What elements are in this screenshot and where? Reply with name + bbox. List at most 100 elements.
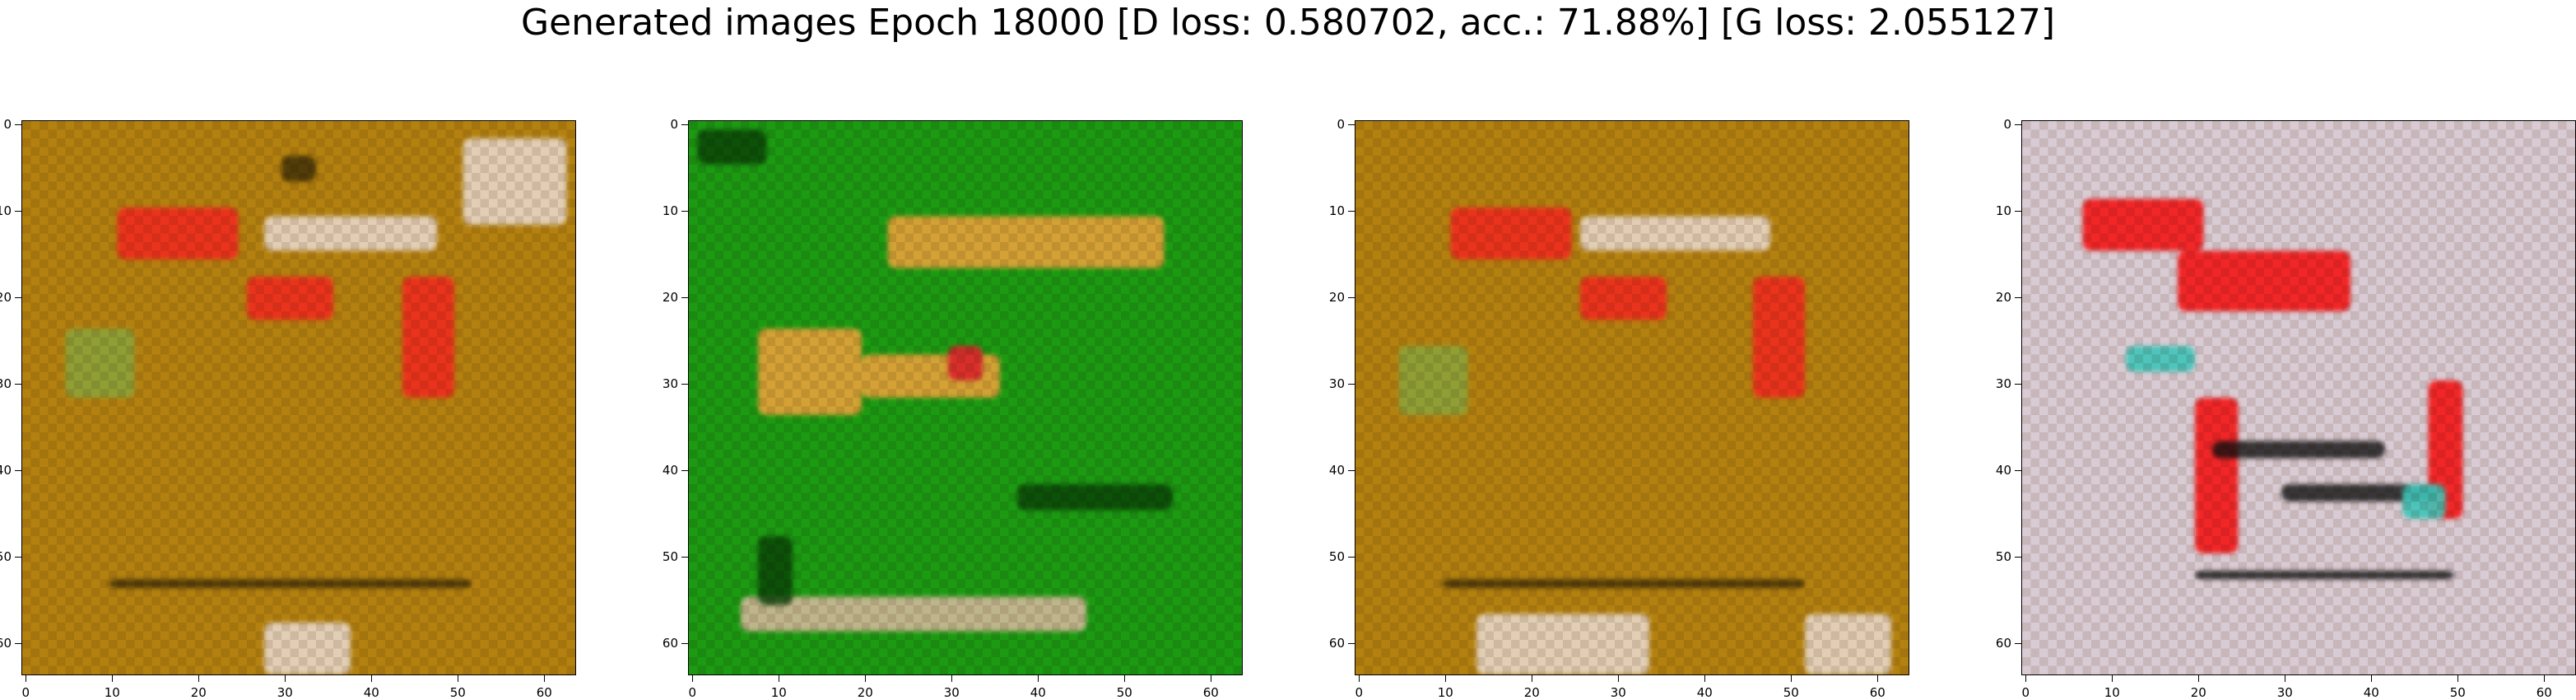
x-tick bbox=[544, 675, 546, 682]
x-tick bbox=[1618, 675, 1620, 682]
y-tick-label: 30 bbox=[662, 376, 678, 392]
x-tick-label: 0 bbox=[2021, 685, 2030, 700]
x-tick bbox=[2371, 675, 2373, 682]
y-tick bbox=[15, 297, 21, 299]
pixel-texture bbox=[689, 121, 1242, 674]
x-tick-label: 10 bbox=[770, 685, 787, 700]
x-tick-label: 40 bbox=[2363, 685, 2379, 700]
x-tick bbox=[1124, 675, 1126, 682]
y-tick bbox=[681, 211, 688, 212]
image-frame bbox=[1355, 120, 1909, 675]
x-tick-label: 30 bbox=[1610, 685, 1626, 700]
x-tick bbox=[1791, 675, 1793, 682]
pixel-texture bbox=[1355, 121, 1909, 674]
x-tick-label: 40 bbox=[1030, 685, 1046, 700]
x-tick bbox=[2198, 675, 2200, 682]
y-tick-label: 0 bbox=[670, 117, 678, 133]
x-tick-label: 30 bbox=[943, 685, 960, 700]
x-tick bbox=[692, 675, 694, 682]
x-tick-label: 50 bbox=[1783, 685, 1799, 700]
y-tick-label: 40 bbox=[1328, 463, 1345, 478]
y-tick-label: 20 bbox=[662, 290, 678, 306]
x-tick-label: 20 bbox=[190, 685, 207, 700]
x-tick bbox=[2112, 675, 2113, 682]
image-frame bbox=[2021, 120, 2576, 675]
y-tick-label: 40 bbox=[1995, 463, 2011, 478]
y-tick-label: 10 bbox=[662, 203, 678, 219]
y-tick-label: 0 bbox=[3, 117, 12, 133]
x-tick bbox=[112, 675, 114, 682]
x-tick-label: 20 bbox=[2190, 685, 2206, 700]
y-tick-label: 10 bbox=[1328, 203, 1345, 219]
y-tick-label: 50 bbox=[0, 549, 12, 565]
x-tick-label: 10 bbox=[104, 685, 120, 700]
y-tick bbox=[681, 470, 688, 472]
y-tick-label: 20 bbox=[0, 290, 12, 306]
x-tick-label: 60 bbox=[2536, 685, 2552, 700]
y-tick-label: 60 bbox=[662, 636, 678, 651]
y-tick bbox=[681, 643, 688, 645]
x-tick-label: 20 bbox=[1523, 685, 1540, 700]
y-tick-label: 50 bbox=[662, 549, 678, 565]
figure-title: Generated images Epoch 18000 [D loss: 0.… bbox=[520, 2, 2056, 44]
y-tick-label: 10 bbox=[1995, 203, 2011, 219]
y-tick-label: 30 bbox=[0, 376, 12, 392]
y-tick bbox=[15, 643, 21, 645]
generated-image-3: 0 10 20 30 40 50 60 0 10 20 30 40 50 60 bbox=[1329, 117, 1909, 700]
y-tick-label: 30 bbox=[1995, 376, 2011, 392]
y-tick-label: 60 bbox=[1995, 636, 2011, 651]
x-tick-label: 10 bbox=[2104, 685, 2120, 700]
x-tick-label: 20 bbox=[857, 685, 873, 700]
y-tick bbox=[1348, 297, 1355, 299]
x-tick-label: 30 bbox=[2276, 685, 2293, 700]
y-tick bbox=[1348, 557, 1355, 558]
y-tick bbox=[2015, 470, 2021, 472]
generated-image-2: 0 10 20 30 40 50 60 0 10 20 30 40 50 60 bbox=[663, 117, 1243, 700]
pixel-texture bbox=[2022, 121, 2575, 674]
y-tick bbox=[2015, 643, 2021, 645]
y-tick-label: 50 bbox=[1995, 549, 2011, 565]
y-tick bbox=[1348, 470, 1355, 472]
y-tick bbox=[681, 297, 688, 299]
x-tick bbox=[1704, 675, 1706, 682]
x-tick-label: 10 bbox=[1437, 685, 1453, 700]
y-tick-label: 40 bbox=[662, 463, 678, 478]
y-tick bbox=[2015, 297, 2021, 299]
y-tick bbox=[15, 211, 21, 212]
x-tick bbox=[2457, 675, 2459, 682]
generated-image-4: 0 10 20 30 40 50 60 0 10 20 30 40 50 60 bbox=[1996, 117, 2576, 700]
x-tick-label: 0 bbox=[21, 685, 30, 700]
x-tick-label: 0 bbox=[688, 685, 697, 700]
x-tick-label: 40 bbox=[363, 685, 379, 700]
y-tick bbox=[1348, 643, 1355, 645]
y-tick-label: 50 bbox=[1328, 549, 1345, 565]
y-tick bbox=[2015, 384, 2021, 385]
y-tick bbox=[15, 470, 21, 472]
image-frame bbox=[21, 120, 576, 675]
y-tick bbox=[15, 384, 21, 385]
y-tick-label: 60 bbox=[1328, 636, 1345, 651]
y-tick bbox=[2015, 124, 2021, 126]
y-tick bbox=[1348, 124, 1355, 126]
x-tick-label: 60 bbox=[536, 685, 552, 700]
y-tick-label: 0 bbox=[1337, 117, 1345, 133]
x-tick bbox=[371, 675, 373, 682]
x-tick bbox=[2544, 675, 2546, 682]
y-tick bbox=[1348, 384, 1355, 385]
pixel-texture bbox=[22, 121, 575, 674]
y-tick-label: 20 bbox=[1328, 290, 1345, 306]
x-tick bbox=[198, 675, 200, 682]
x-tick-label: 50 bbox=[1116, 685, 1132, 700]
x-tick-label: 60 bbox=[1202, 685, 1219, 700]
x-tick-label: 50 bbox=[2449, 685, 2466, 700]
x-tick bbox=[1445, 675, 1447, 682]
x-tick bbox=[1038, 675, 1039, 682]
x-tick-label: 30 bbox=[277, 685, 293, 700]
x-tick-label: 40 bbox=[1696, 685, 1713, 700]
generated-image-1: 0 10 20 30 40 50 60 0 10 20 30 40 50 60 bbox=[0, 117, 576, 700]
y-tick-label: 10 bbox=[0, 203, 12, 219]
y-tick bbox=[2015, 211, 2021, 212]
x-tick-label: 60 bbox=[1869, 685, 1886, 700]
x-tick bbox=[285, 675, 286, 682]
image-frame bbox=[688, 120, 1243, 675]
